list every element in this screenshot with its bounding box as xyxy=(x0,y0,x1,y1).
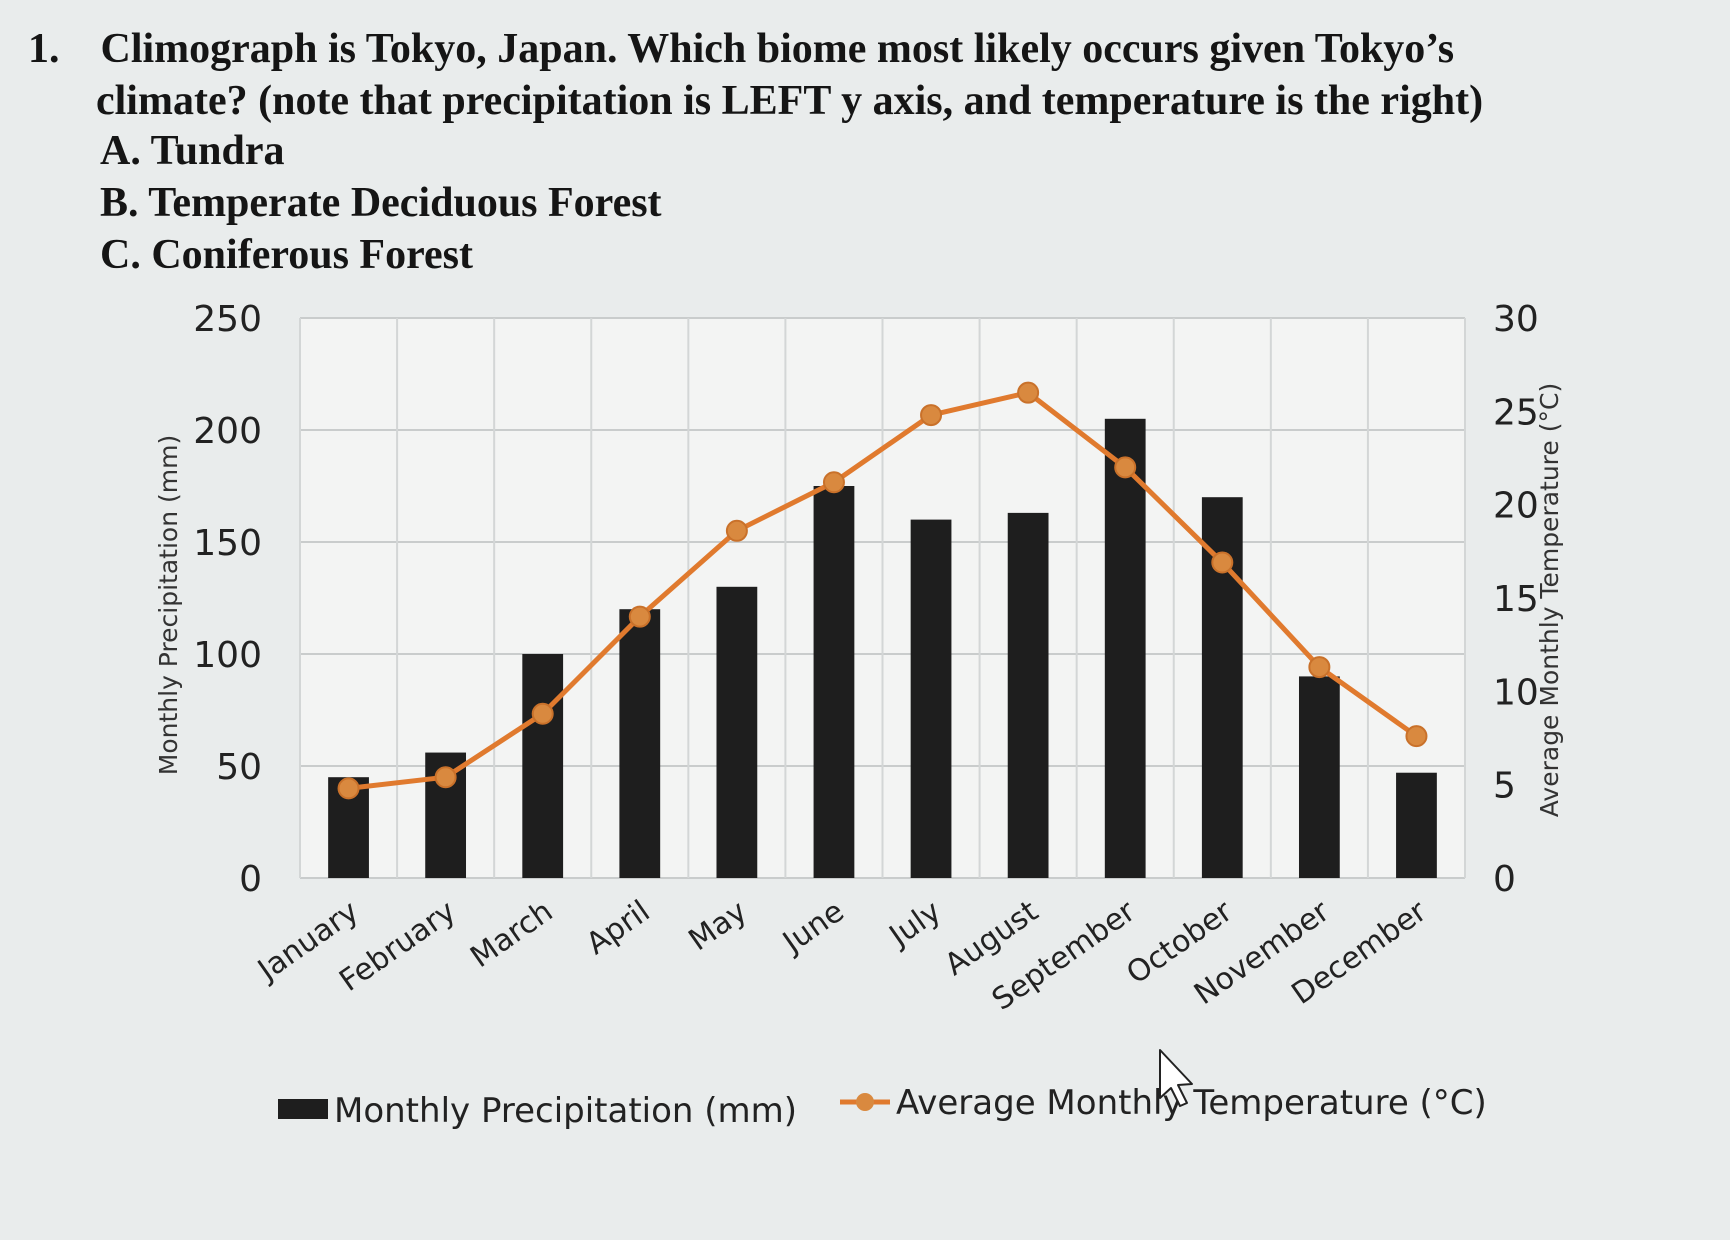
legend-precip-swatch xyxy=(278,1099,328,1119)
precip-bar xyxy=(619,609,661,878)
left-tick-label: 150 xyxy=(193,523,262,564)
right-axis-ticks: 0 5 10 15 20 25 30 xyxy=(1493,299,1539,900)
precip-bar xyxy=(522,654,564,878)
temperature-point xyxy=(1405,725,1428,748)
choice-c[interactable]: C. Coniferous Forest xyxy=(100,228,473,282)
choice-text: Temperate Deciduous Forest xyxy=(148,180,662,226)
precip-bar xyxy=(1007,512,1049,878)
right-tick-label: 15 xyxy=(1493,579,1539,620)
temperature-point xyxy=(920,404,943,427)
choice-letter: B. xyxy=(100,180,139,226)
cursor-arrow-icon xyxy=(1159,1049,1193,1107)
precipitation-bars xyxy=(328,418,1437,878)
temperature-point xyxy=(337,777,360,800)
temperature-line xyxy=(337,381,1428,800)
precip-bar xyxy=(813,486,855,878)
right-axis-title: Average Monthly Temperature (°C) xyxy=(1535,383,1564,817)
temperature-point xyxy=(1017,381,1040,404)
temperature-point xyxy=(1114,456,1137,479)
left-axis-ticks: 0 50 100 150 200 250 xyxy=(193,299,262,900)
legend-temp-label: Average Monthly Temperature (°C) xyxy=(896,1083,1487,1123)
right-tick-label: 0 xyxy=(1493,859,1516,900)
right-tick-label: 30 xyxy=(1493,299,1539,340)
right-tick-label: 20 xyxy=(1493,486,1539,527)
left-tick-label: 100 xyxy=(193,635,262,676)
choice-text: Coniferous Forest xyxy=(151,232,473,278)
precip-bar xyxy=(910,519,952,878)
left-axis-title: Monthly Precipitation (mm) xyxy=(154,435,183,775)
temperature-point xyxy=(725,519,748,542)
temperature-point xyxy=(1211,551,1234,574)
temperature-point xyxy=(628,605,651,628)
right-tick-label: 5 xyxy=(1493,766,1516,807)
category-label: April xyxy=(580,894,656,962)
left-tick-label: 50 xyxy=(216,747,262,788)
question-text-line-1: Climograph is Tokyo, Japan. Which biome … xyxy=(100,26,1455,72)
question-text-line-2: climate? (note that precipitation is LEF… xyxy=(96,78,1484,124)
legend: Monthly Precipitation (mm) Average Month… xyxy=(278,1083,1487,1131)
temperature-point xyxy=(822,471,845,494)
left-tick-label: 200 xyxy=(193,411,262,452)
category-label: May xyxy=(683,894,754,958)
legend-temp-marker xyxy=(856,1093,874,1111)
choice-b[interactable]: B. Temperate Deciduous Forest xyxy=(100,176,662,230)
temperature-point xyxy=(1308,656,1331,679)
right-tick-label: 10 xyxy=(1493,672,1539,713)
temperature-series-line xyxy=(348,390,1418,791)
choice-a[interactable]: A. Tundra xyxy=(100,124,284,178)
left-tick-label: 250 xyxy=(193,299,262,340)
precip-bar xyxy=(1298,676,1340,878)
category-label: June xyxy=(775,894,850,961)
right-tick-label: 25 xyxy=(1493,392,1539,433)
question-number: 1. xyxy=(28,26,60,72)
left-tick-label: 0 xyxy=(239,859,262,900)
choice-letter: C. xyxy=(100,232,141,278)
legend-precip-label: Monthly Precipitation (mm) xyxy=(334,1091,797,1131)
choice-text: Tundra xyxy=(150,128,285,174)
precip-bar xyxy=(1104,418,1146,878)
question-line-1: 1. Climograph is Tokyo, Japan. Which bio… xyxy=(28,22,1454,76)
category-label: July xyxy=(882,894,948,955)
choice-letter: A. xyxy=(100,128,141,174)
temperature-point xyxy=(434,766,457,789)
precip-bar xyxy=(716,586,758,878)
precip-bar xyxy=(1396,772,1437,878)
category-label: March xyxy=(464,894,559,975)
temperature-point xyxy=(531,702,554,725)
